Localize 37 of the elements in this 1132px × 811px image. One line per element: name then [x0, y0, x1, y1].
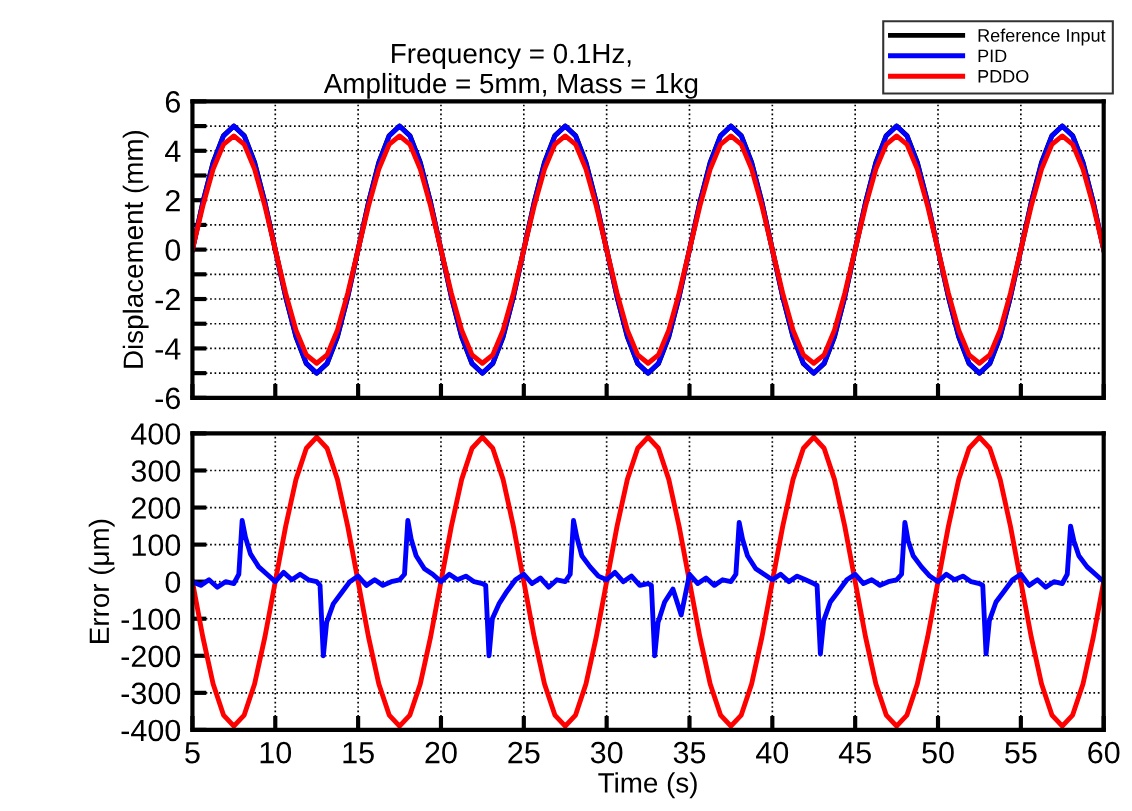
- x-axis-title: Time (s): [598, 772, 697, 799]
- y-tick-label: 200: [131, 497, 181, 519]
- y-tick-label: 400: [131, 423, 181, 445]
- legend-label: PDDO: [978, 69, 1029, 83]
- y-tick-label: -100: [121, 608, 181, 631]
- x-tick-label: 10: [260, 741, 292, 764]
- x-tick-label: 20: [425, 741, 457, 764]
- x-tick-label: 40: [756, 741, 789, 764]
- y-tick-label: 4: [165, 140, 181, 162]
- y-tick-label: -200: [121, 645, 181, 668]
- line-series: [192, 434, 1104, 729]
- y-axis-title: Displacement (mm): [122, 130, 149, 368]
- y-tick-label: -6: [155, 387, 180, 410]
- y-tick-label: 300: [131, 460, 181, 482]
- y-tick-label: 0: [165, 571, 181, 594]
- x-tick-label: 55: [1005, 742, 1037, 764]
- y-tick-label: -4: [155, 338, 181, 360]
- line-series: [192, 518, 1104, 659]
- legend-label: PID: [978, 49, 1007, 63]
- y-tick-label: 2: [165, 189, 180, 212]
- x-tick-label: 60: [1088, 741, 1120, 764]
- legend-label: Reference Input: [978, 28, 1106, 46]
- y-tick-label: 0: [165, 239, 181, 261]
- y-tick-label: 100: [132, 534, 181, 556]
- y-axis-title: Error (μm): [88, 519, 115, 643]
- x-tick-label: 15: [343, 742, 374, 764]
- x-tick-label: 25: [508, 741, 540, 764]
- x-tick-label: 35: [673, 741, 706, 764]
- y-tick-label: -400: [121, 719, 181, 742]
- x-tick-label: 50: [922, 741, 954, 764]
- chart-title: Frequency = 0.1Hz, Amplitude = 5mm, Mass = 1kg: [323, 43, 698, 99]
- x-tick-label: 45: [838, 742, 871, 764]
- x-tick-label: 30: [590, 741, 623, 764]
- y-tick-label: -2: [155, 288, 180, 311]
- y-tick-label: 6: [165, 91, 180, 113]
- x-tick-label: 5: [185, 742, 200, 764]
- y-tick-label: -300: [121, 682, 181, 705]
